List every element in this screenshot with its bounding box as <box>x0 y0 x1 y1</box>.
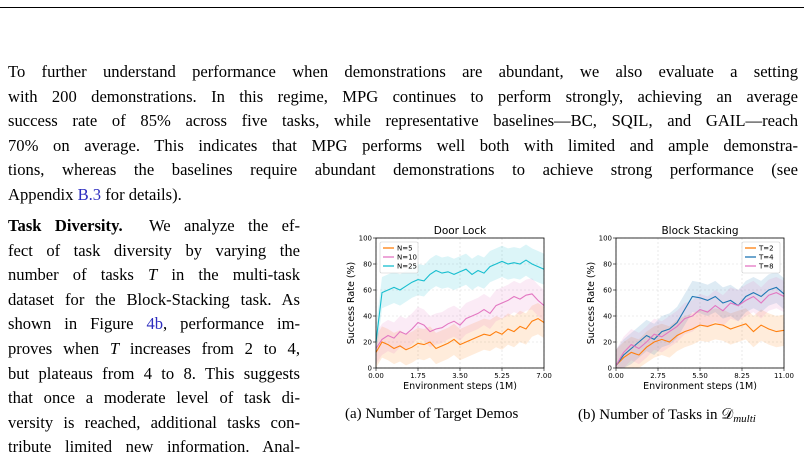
text-fragment: increases from 2 to 4, <box>119 338 300 358</box>
y-tick-label: 100 <box>359 235 372 243</box>
paragraph-line: success rate of 85% across five tasks, w… <box>8 111 798 131</box>
x-tick-label: 0.00 <box>368 372 384 380</box>
x-axis-label: Environment steps (1M) <box>403 381 517 390</box>
appendix-link[interactable]: B.3 <box>77 184 102 204</box>
paragraph-line: proves when T increases from 2 to 4, <box>8 337 300 362</box>
legend-label: N=25 <box>397 263 417 271</box>
paragraph-line: Appendix B.3 for details). <box>8 183 798 208</box>
legend-label: T=8 <box>758 263 774 271</box>
door-lock-chart: Door Lock 0 20 40 60 80 100 0.00 1.75 3.50 5.25 7.0… <box>346 225 552 390</box>
x-tick-label: 3.50 <box>452 372 468 380</box>
x-axis-label: Environment steps (1M) <box>643 381 757 390</box>
series-band <box>616 308 784 368</box>
x-tick-label: 1.75 <box>410 372 426 380</box>
text-fragment: for details). <box>101 184 182 204</box>
figure-link[interactable]: 4b <box>146 314 164 334</box>
y-tick-label: 100 <box>599 235 612 243</box>
section-heading: Task Diversity. <box>8 216 123 235</box>
text-fragment: , performance im- <box>163 314 300 334</box>
series-line <box>375 317 545 353</box>
y-tick-label: 60 <box>363 287 372 295</box>
series-band <box>616 271 784 368</box>
legend-label: N=10 <box>397 254 417 262</box>
series-band <box>376 278 544 365</box>
series-line <box>375 259 545 343</box>
series-band <box>376 303 544 368</box>
paragraph-line: but plateaus from 4 to 8. This suggests <box>8 363 300 383</box>
series-line <box>615 292 785 366</box>
math-symbol: T <box>148 265 158 285</box>
y-axis-label: Success Rate (%) <box>586 262 597 345</box>
x-tick-label: 8.25 <box>734 372 750 380</box>
series-line <box>615 286 785 366</box>
y-tick-label: 80 <box>603 261 612 269</box>
y-tick-label: 0 <box>608 365 612 373</box>
text-fragment: (b) Number of Tasks in <box>578 407 722 423</box>
plot-frame <box>375 237 545 369</box>
paragraph-demonstrations: To further understand performance when d… <box>8 60 798 208</box>
block-stacking-chart: Block Stacking 0 20 40 60 80 100 0.00 2.75 5.50 8.… <box>586 225 794 390</box>
legend-box <box>741 241 781 274</box>
x-tick-label: 5.25 <box>494 372 510 380</box>
paragraph-line: tribute limited new information. Anal- <box>8 437 300 457</box>
caption-b: (b) Number of Tasks in 𝒟multi <box>578 406 756 425</box>
y-tick-label: 40 <box>363 313 372 321</box>
paragraph-line: that once a moderate level of task di- <box>8 388 300 408</box>
series-line <box>375 293 545 349</box>
text-fragment: We analyze the ef- <box>122 216 301 235</box>
legend-label: T=4 <box>758 254 774 262</box>
paragraph-line: shown in Figure 4b, performance im- <box>8 312 300 337</box>
x-tick-label: 11.00 <box>774 372 794 380</box>
chart-title: Door Lock <box>434 225 487 237</box>
y-tick-label: 20 <box>363 339 372 347</box>
math-symbol: 𝒟 <box>721 407 734 423</box>
paragraph-line: Task Diversity. We analyze the ef- <box>8 214 300 239</box>
paragraph-line: number of tasks T in the multi-task <box>8 263 300 288</box>
text-fragment: Appendix <box>8 184 78 204</box>
legend-label: T=2 <box>758 245 774 253</box>
text-fragment: in the multi-task <box>157 265 300 285</box>
caption-a: (a) Number of Target Demos <box>345 406 519 422</box>
y-tick-label: 60 <box>603 287 612 295</box>
y-tick-label: 80 <box>363 261 372 269</box>
x-tick-label: 5.50 <box>692 372 708 380</box>
y-axis-label: Success Rate (%) <box>346 262 357 345</box>
legend-label: N=5 <box>397 245 413 253</box>
math-symbol: T <box>109 338 120 358</box>
paragraph-line: with 200 demonstrations. In this regime,… <box>8 86 798 106</box>
plot-frame <box>615 237 785 369</box>
math-subscript: multi <box>733 413 756 425</box>
y-tick-label: 20 <box>603 339 612 347</box>
x-tick-label: 7.00 <box>536 372 552 380</box>
paragraph-line: versity is reached, additional tasks con… <box>8 412 300 432</box>
text-fragment: shown in Figure <box>8 314 147 334</box>
legend-box <box>379 241 419 274</box>
chart-title: Block Stacking <box>661 225 738 237</box>
paragraph-line: To further understand performance when d… <box>8 62 798 81</box>
paragraph-line: fect of task diversity by varying the <box>8 240 300 260</box>
series-band <box>616 277 784 368</box>
task-diversity-paragraph: Task Diversity. We analyze the ef- fect … <box>8 214 300 460</box>
paragraph-line: tions, whereas the baselines require abu… <box>8 160 798 180</box>
text-fragment: proves when <box>8 338 110 358</box>
paragraph-line: dataset for the Block-Stacking task. As <box>8 289 300 309</box>
y-tick-label: 40 <box>603 313 612 321</box>
text-fragment: number of tasks <box>8 265 148 285</box>
x-tick-label: 2.75 <box>650 372 666 380</box>
series-band <box>376 244 544 358</box>
x-tick-label: 0.00 <box>608 372 624 380</box>
y-tick-label: 0 <box>368 365 372 373</box>
paragraph-line: 70% on average. This indicates that MPG … <box>8 135 798 155</box>
top-rule <box>0 7 804 8</box>
series-line <box>615 323 785 366</box>
